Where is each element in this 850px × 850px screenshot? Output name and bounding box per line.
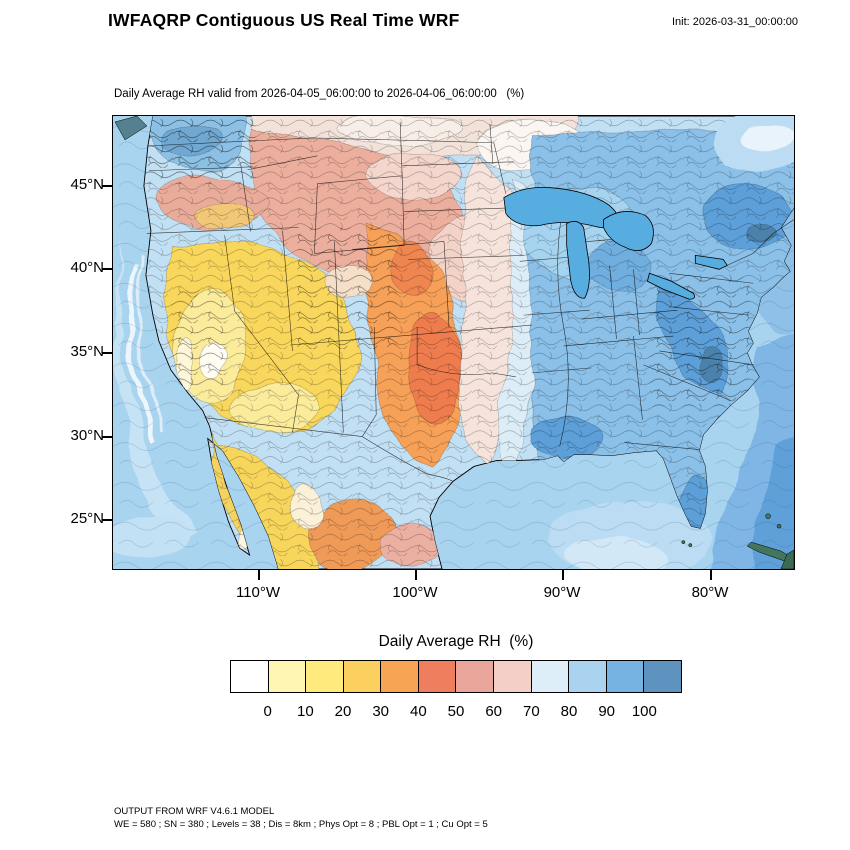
- colorbar-tick-label: 20: [334, 703, 352, 720]
- colorbar-cell: [230, 660, 269, 693]
- colorbar-tick-label: 0: [263, 703, 272, 720]
- axis-tick: [102, 268, 112, 270]
- axis-tick: [710, 570, 712, 580]
- lon-tick-label: 90°W: [543, 584, 581, 601]
- colorbar-tick-label: 70: [522, 703, 540, 720]
- colorbar-tick-label: 50: [447, 703, 465, 720]
- colorbar-tick-label: 10: [296, 703, 314, 720]
- colorbar-cell: [530, 660, 570, 693]
- colorbar-cell: [568, 660, 607, 693]
- lat-tick-label: 45°N: [70, 176, 104, 193]
- colorbar-tick-label: 80: [560, 703, 578, 720]
- lat-tick-label: 40°N: [70, 259, 104, 276]
- colorbar-ticks: 0 10 20 30 40 50 60 70 80 90 100: [230, 703, 682, 723]
- colorbar-cell: [342, 660, 382, 693]
- map-frame: [112, 115, 795, 570]
- axis-tick: [415, 570, 417, 580]
- lon-tick-label: 100°W: [392, 584, 438, 601]
- colorbar-tick-label: 90: [598, 703, 615, 720]
- plot-title: IWFAQRP Contiguous US Real Time WRF: [108, 10, 460, 30]
- lat-tick-label: 25°N: [70, 510, 104, 527]
- plot-subtitle: Daily Average RH valid from 2026-04-05_0…: [114, 88, 525, 100]
- axis-tick: [102, 185, 112, 187]
- axis-tick: [102, 436, 112, 438]
- lon-tick-label: 110°W: [235, 584, 281, 601]
- footer-model-line: OUTPUT FROM WRF V4.6.1 MODEL: [114, 806, 275, 817]
- rh-contour-map: [113, 116, 794, 569]
- colorbar-cell: [380, 660, 419, 693]
- colorbar-cell: [417, 660, 457, 693]
- colorbar: [230, 660, 682, 693]
- lat-tick-label: 35°N: [70, 343, 104, 360]
- colorbar-tick-label: 100: [631, 703, 657, 720]
- footer-config-line: WE = 580 ; SN = 380 ; Levels = 38 ; Dis …: [114, 819, 488, 830]
- colorbar-cell: [605, 660, 645, 693]
- lat-tick-label: 30°N: [70, 427, 104, 444]
- colorbar-cell: [267, 660, 307, 693]
- colorbar-cell: [305, 660, 344, 693]
- colorbar-cell: [643, 660, 682, 693]
- legend-title: Daily Average RH (%): [378, 633, 534, 650]
- axis-tick: [102, 519, 112, 521]
- axis-tick: [258, 570, 260, 580]
- lon-tick-label: 80°W: [691, 584, 729, 601]
- colorbar-cell: [493, 660, 532, 693]
- colorbar-tick-label: 60: [485, 703, 502, 720]
- axis-tick: [102, 352, 112, 354]
- init-time-label: Init: 2026-03-31_00:00:00: [672, 16, 798, 28]
- axis-tick: [562, 570, 564, 580]
- colorbar-tick-label: 30: [372, 703, 389, 720]
- colorbar-tick-label: 40: [409, 703, 427, 720]
- colorbar-cell: [455, 660, 495, 693]
